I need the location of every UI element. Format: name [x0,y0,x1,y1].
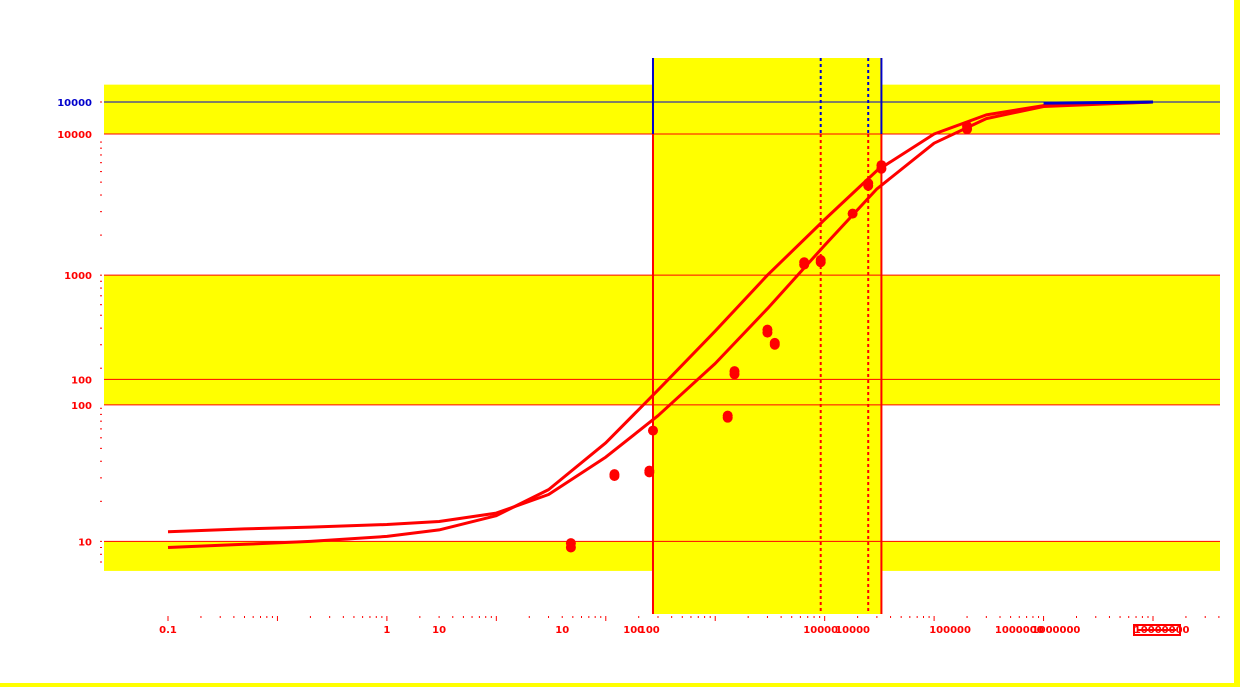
series-line-0 [167,100,1154,534]
series-layer [167,100,1154,549]
data-point [962,121,973,132]
x-tick-label: 100 [639,625,660,636]
x-tick-label: 1 [383,625,390,636]
data-point [847,208,858,219]
data-point [762,324,773,335]
x-tick-label: 0.1 [159,625,177,636]
data-point [815,255,826,266]
x-tick-label: 100 [623,625,644,636]
series-line-tail [1043,100,1154,105]
y-tick-label: 10000 [57,98,92,109]
data-point [769,337,780,348]
data-point [609,469,620,480]
data-point [644,465,655,476]
x-tick-label: 10 [432,625,446,636]
x-tick-label: 10000 [835,625,870,636]
y-tick-label: 100 [71,375,92,386]
x-tick-label: 1000000 [995,625,1044,636]
bands-layer [104,58,1220,614]
data-point [565,538,576,549]
x-tick-label: 1000000 [1032,625,1081,636]
data-point [799,257,810,268]
data-point [863,178,874,189]
data-point [647,425,658,436]
data-point [722,410,733,421]
y-tick-label: 1000 [64,271,92,282]
points-layer [565,121,973,553]
x-tick-label: 10 [555,625,569,636]
series-line-1 [167,100,1154,549]
y-axis: 10000 10000 1000 100 100 10 [57,98,102,563]
horizontal-lines-layer [104,101,1220,542]
vertical-lines-layer [651,58,883,614]
x-tick-label: 100000 [929,625,971,636]
frame-bottom-border [0,683,1240,687]
x-tick-label: 10000 [803,625,838,636]
y-tick-label: 10 [78,537,92,548]
data-point [729,366,740,377]
frame-right-border [1234,0,1240,687]
data-point [876,160,887,171]
y-tick-label: 10000 [57,130,92,141]
y-tick-label: 100 [71,401,92,412]
x-end-box [1133,624,1181,636]
x-axis-end-marker [1133,624,1181,636]
